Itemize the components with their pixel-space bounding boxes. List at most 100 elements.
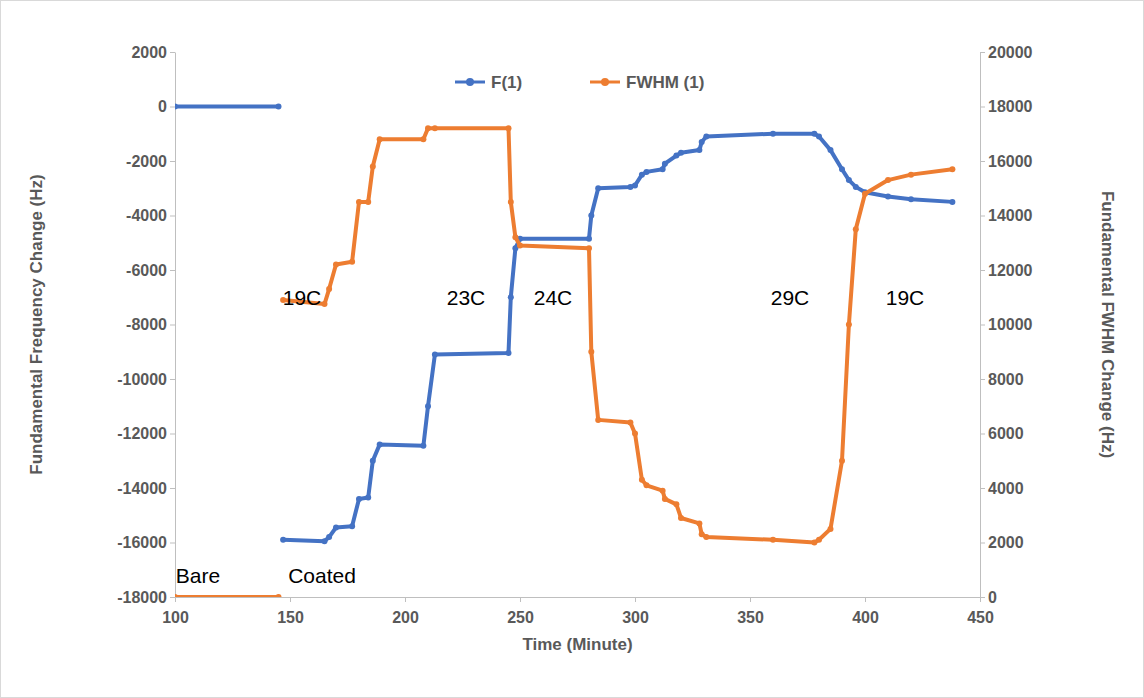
series-marker (370, 458, 376, 464)
tick-mark (170, 161, 175, 162)
tick-label: 150 (277, 609, 304, 626)
tick: 2000 (980, 534, 1024, 551)
tick-mark (865, 597, 866, 602)
series-marker (322, 301, 328, 307)
series-line (175, 107, 952, 542)
series-marker (862, 191, 868, 197)
series-marker (908, 172, 914, 178)
series-marker (839, 166, 845, 172)
tick-mark (405, 597, 406, 602)
series-marker (699, 139, 705, 145)
series-marker (365, 495, 371, 501)
axis-line (176, 597, 981, 598)
tick-label: 10000 (988, 316, 1033, 333)
tick-mark (170, 52, 175, 53)
tick-mark (170, 216, 175, 217)
tick-label: -2000 (126, 153, 167, 170)
annotation: Coated (288, 564, 356, 587)
series-marker (349, 523, 355, 529)
series-marker (703, 133, 709, 139)
series-marker (276, 104, 282, 110)
tick-label: -6000 (126, 262, 167, 279)
series-marker (420, 443, 426, 449)
tick-mark (170, 270, 175, 271)
tick-label: -18000 (117, 589, 167, 606)
tick: 4000 (980, 480, 1024, 497)
tick: -10000 (117, 371, 175, 388)
tick-mark (175, 597, 176, 602)
series-marker (349, 259, 355, 265)
series-marker (595, 417, 601, 423)
series-marker (949, 166, 955, 172)
series-marker (333, 262, 339, 268)
series-marker (678, 150, 684, 156)
series-marker (632, 183, 638, 189)
series-marker (276, 594, 282, 597)
tick-mark (170, 379, 175, 380)
tick-label: 12000 (988, 262, 1033, 279)
series-marker (770, 537, 776, 543)
series-marker (326, 286, 332, 292)
series-line (175, 128, 952, 597)
series-marker (370, 163, 376, 169)
tick-mark (980, 325, 985, 326)
series-marker (175, 104, 178, 110)
annotation: 19C (886, 286, 925, 309)
x-axis-title: Time (Minute) (522, 635, 632, 654)
chart: 100150200250300350400450-18000-16000-140… (0, 0, 1144, 698)
tick-label: -4000 (126, 207, 167, 224)
annotation: Bare (176, 564, 220, 587)
tick-mark (980, 107, 985, 108)
y2-axis: 0200040006000800010000120001400016000180… (980, 44, 1033, 606)
series-marker (639, 477, 645, 483)
legend-label: F(1) (491, 73, 522, 92)
tick-mark (980, 543, 985, 544)
series-marker (506, 350, 512, 356)
tick: -4000 (126, 207, 175, 224)
series-marker (420, 136, 426, 142)
series-marker (660, 166, 666, 172)
y2-axis-title: Fundamental FWHM Change (Hz) (1098, 191, 1117, 458)
tick: 150 (277, 597, 304, 626)
series-marker (828, 147, 834, 153)
series-marker (678, 515, 684, 521)
legend-marker (466, 78, 474, 86)
tick: -18000 (117, 589, 175, 606)
tick: 0 (158, 98, 175, 115)
series-marker (377, 136, 383, 142)
tick: -6000 (126, 262, 175, 279)
tick-mark (170, 597, 175, 598)
tick: -8000 (126, 316, 175, 333)
series-marker (885, 193, 891, 199)
tick-mark (980, 161, 985, 162)
tick-label: 100 (162, 609, 189, 626)
tick: -2000 (126, 153, 175, 170)
series-marker (586, 245, 592, 251)
tick: 8000 (980, 371, 1024, 388)
tick-label: 4000 (988, 480, 1024, 497)
tick-label: 8000 (988, 371, 1024, 388)
series-marker (828, 526, 834, 532)
series-marker (696, 147, 702, 153)
tick: 6000 (980, 425, 1024, 442)
series-marker (644, 169, 650, 175)
series-marker (595, 185, 601, 191)
tick-label: 400 (852, 609, 879, 626)
tick: -16000 (117, 534, 175, 551)
series-marker (949, 199, 955, 205)
series-marker (586, 236, 592, 242)
legend: F(1)FWHM (1) (455, 73, 704, 92)
y-axis: -18000-16000-14000-12000-10000-8000-6000… (117, 44, 175, 606)
series-marker (885, 177, 891, 183)
series-marker (175, 594, 178, 597)
series-marker (770, 131, 776, 137)
plot-area (175, 104, 955, 598)
tick-mark (170, 325, 175, 326)
tick: 10000 (980, 316, 1033, 333)
tick-label: 0 (158, 98, 167, 115)
tick: 0 (980, 589, 997, 606)
series-marker (908, 196, 914, 202)
series-marker (517, 242, 523, 248)
legend-marker (601, 78, 609, 86)
tick: 20000 (980, 44, 1033, 61)
